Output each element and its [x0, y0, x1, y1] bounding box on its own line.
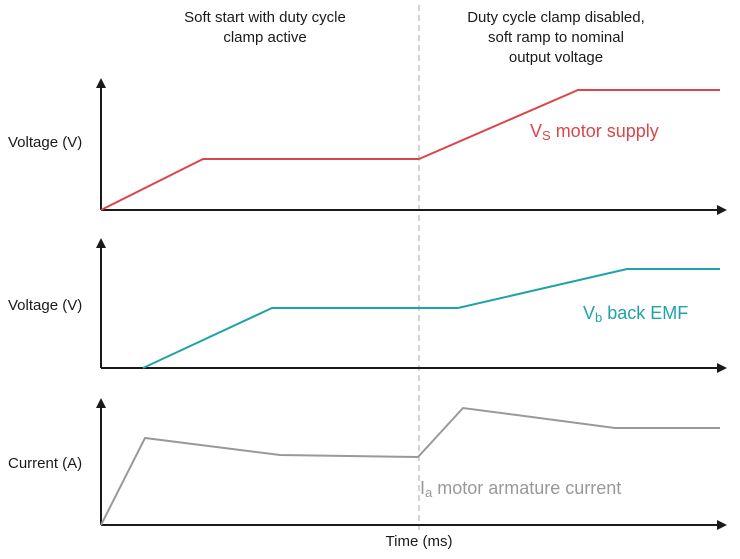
supply-voltage-curve [100, 89, 720, 211]
annotation-line: clamp active [223, 29, 306, 46]
x-label: Time (ms) [386, 533, 453, 550]
armature-current-curve [100, 406, 720, 526]
series-label: Vb back EMF [583, 303, 688, 326]
y-label: Voltage (V) [8, 297, 82, 314]
back-emf-curve [142, 268, 720, 369]
annotation-line: Duty cycle clamp disabled, [467, 9, 645, 26]
annotation-line: Soft start with duty cycle [184, 9, 346, 26]
y-label: Voltage (V) [8, 134, 82, 151]
y-label: Current (A) [8, 455, 82, 472]
series-label: Ia motor armature current [420, 478, 621, 501]
annotation-line: soft ramp to nominal [488, 29, 624, 46]
series-label: VS motor supply [530, 121, 659, 144]
annotation-line: output voltage [509, 49, 603, 66]
